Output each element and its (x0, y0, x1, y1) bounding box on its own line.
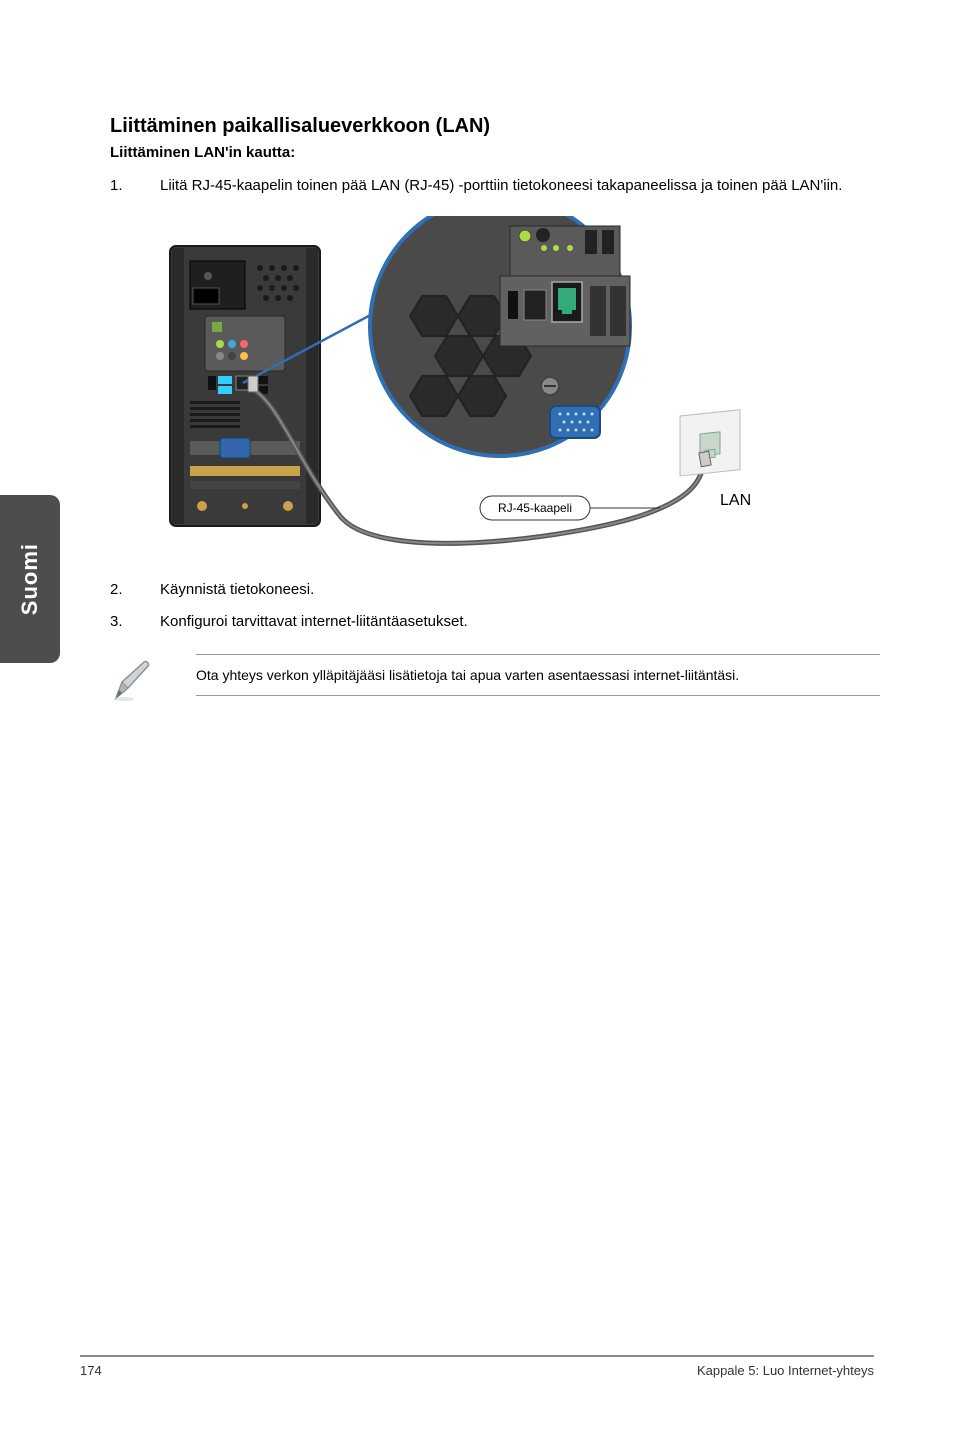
step-3-text: Konfiguroi tarvittavat internet-liitäntä… (160, 611, 880, 634)
step-2-number: 2. (110, 579, 160, 602)
footer-page-number: 174 (80, 1363, 102, 1378)
language-tab: Suomi (0, 495, 60, 663)
lan-connection-figure: RJ-45-kaapeli LAN (160, 216, 880, 551)
lan-label-text: LAN (720, 492, 751, 509)
step-1: 1. Liitä RJ-45-kaapelin toinen pää LAN (… (110, 175, 880, 198)
step-3: 3. Konfiguroi tarvittavat internet-liitä… (110, 611, 880, 634)
steps-list-cont: 2. Käynnistä tietokoneesi. 3. Konfiguroi… (110, 579, 880, 634)
page-footer: 174 Kappale 5: Luo Internet-yhteys (80, 1355, 874, 1378)
note-text: Ota yhteys verkon ylläpitäjääsi lisätiet… (196, 654, 880, 696)
footer-chapter: Kappale 5: Luo Internet-yhteys (697, 1363, 874, 1378)
section-title: Liittäminen paikallisalueverkkoon (LAN) (110, 115, 880, 138)
step-2-text: Käynnistä tietokoneesi. (160, 579, 880, 602)
lan-connection-svg: RJ-45-kaapeli LAN (160, 216, 760, 546)
step-1-text: Liitä RJ-45-kaapelin toinen pää LAN (RJ-… (160, 175, 880, 198)
page-content: Liittäminen paikallisalueverkkoon (LAN) … (110, 115, 880, 704)
cable-label-text: RJ-45-kaapeli (498, 501, 572, 515)
steps-list: 1. Liitä RJ-45-kaapelin toinen pää LAN (… (110, 175, 880, 198)
language-tab-label: Suomi (17, 543, 43, 615)
section-subhead: Liittäminen LAN'in kautta: (110, 144, 880, 161)
step-1-number: 1. (110, 175, 160, 198)
step-3-number: 3. (110, 611, 160, 634)
pencil-icon (110, 658, 156, 704)
note-block: Ota yhteys verkon ylläpitäjääsi lisätiet… (110, 654, 880, 704)
step-2: 2. Käynnistä tietokoneesi. (110, 579, 880, 602)
